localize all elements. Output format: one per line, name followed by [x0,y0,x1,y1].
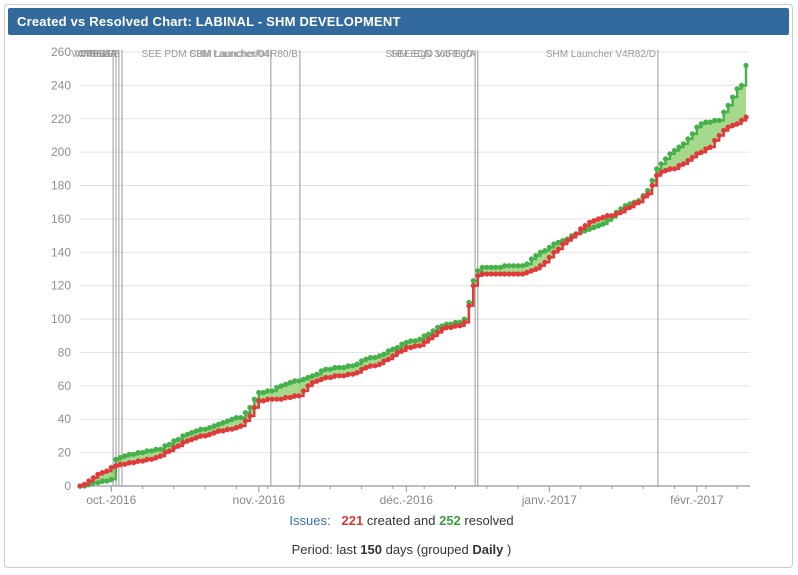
svg-text:160: 160 [51,212,71,226]
svg-text:V4R80/B: V4R80/B [74,49,114,60]
svg-text:0: 0 [64,479,71,493]
resolved-text: resolved [464,513,514,528]
period-summary: Period: last 150 days (grouped Daily ) [8,542,795,557]
svg-text:SHM Launcher V4R82/D: SHM Launcher V4R82/D [546,49,656,60]
svg-text:140: 140 [51,245,71,259]
period-suffix: ) [507,542,512,557]
svg-text:V4R81/A: V4R81/A [77,49,117,60]
svg-text:180: 180 [51,179,71,193]
svg-text:240: 240 [51,78,71,92]
chart-title-bar: Created vs Resolved Chart: LABINAL - SHM… [8,8,789,35]
chart-area: 0 20 40 60 80 100 120 140 160 180 200 220 240 260 oct.… [5,36,794,511]
created-vs-resolved-chart: 0 20 40 60 80 100 120 140 160 180 200 220 240 260 oct.… [51,45,750,507]
svg-text:40: 40 [58,412,72,426]
created-count: 221 [341,513,364,528]
svg-text:100: 100 [51,312,71,326]
svg-text:SEE PDM C3M Launcher/04: SEE PDM C3M Launcher/04 [142,49,270,60]
page-title: Created vs Resolved Chart: LABINAL - SHM… [17,14,401,29]
created-text: created and [366,513,440,528]
period-prefix: Period: last [291,542,361,557]
svg-text:260: 260 [51,45,71,59]
svg-text:V4R80/A: V4R80/A [71,49,111,60]
svg-text:déc.-2016: déc.-2016 [380,493,434,507]
svg-text:SHM ECN 365 EgD: SHM ECN 365 EgD [385,49,473,60]
issues-summary: Issues: 221 created and 252 resolved [8,513,795,528]
svg-text:220: 220 [51,112,71,126]
svg-text:SEE EgD V4R80/A: SEE EgD V4R80/A [391,49,476,60]
svg-text:janv.-2017: janv.-2017 [521,493,577,507]
period-mid: days (grouped [385,542,473,557]
period-group: Daily [472,542,504,557]
svg-text:V4R81/B: V4R81/B [80,49,120,60]
svg-text:20: 20 [58,446,72,460]
svg-text:oct.-2016: oct.-2016 [86,493,136,507]
svg-text:nov.-2016: nov.-2016 [233,493,286,507]
svg-text:févr.-2017: févr.-2017 [670,493,724,507]
issues-label: Issues: [289,513,331,528]
svg-text:SHM Launcher/04R80/B: SHM Launcher/04R80/B [190,49,299,60]
period-days: 150 [360,542,382,557]
svg-text:60: 60 [58,379,72,393]
svg-text:80: 80 [58,345,72,359]
resolved-count: 252 [439,513,461,528]
chart-gadget-panel: Created vs Resolved Chart: LABINAL - SHM… [4,4,793,568]
svg-text:200: 200 [51,145,71,159]
svg-text:120: 120 [51,279,71,293]
